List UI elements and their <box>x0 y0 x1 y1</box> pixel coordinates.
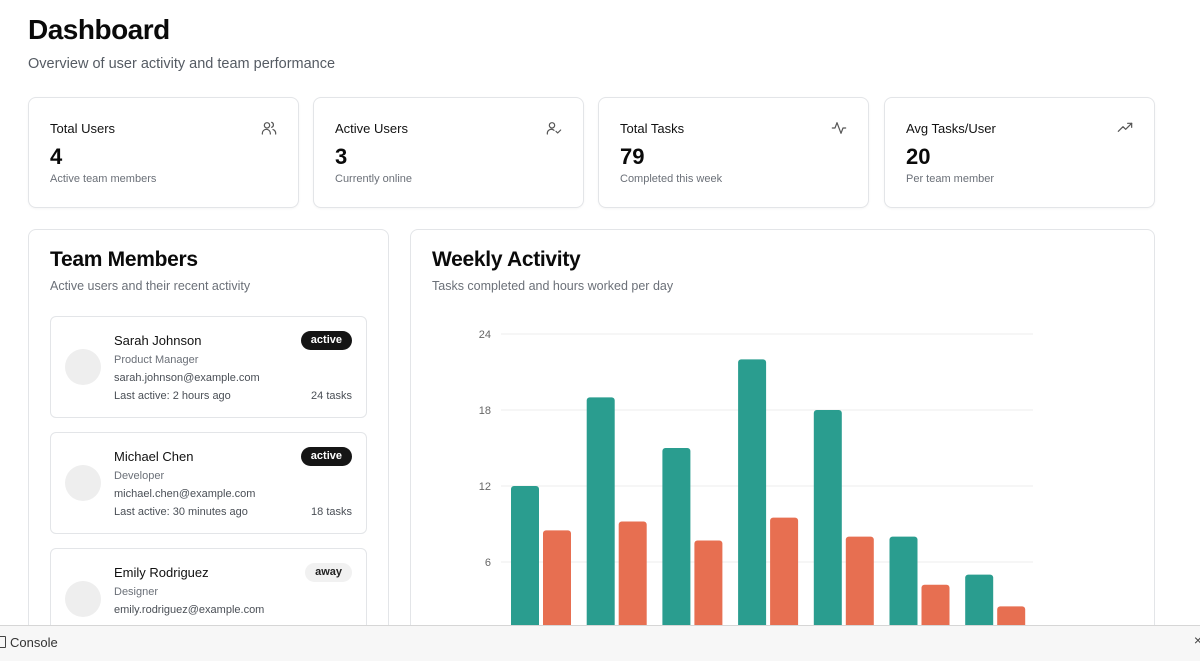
member-task-count: 18 tasks <box>311 506 352 518</box>
member-email: emily.rodriguez@example.com <box>114 604 265 616</box>
bar-series-1-day-3[interactable] <box>662 448 691 625</box>
bar-series-2-day-4[interactable] <box>770 517 799 625</box>
member-email: michael.chen@example.com <box>114 488 256 500</box>
avatar <box>65 465 101 501</box>
bar-series-2-day-5[interactable] <box>845 536 874 625</box>
stat-caption: Currently online <box>335 173 413 185</box>
stat-value: 20 <box>906 144 931 169</box>
close-icon[interactable]: × <box>1193 632 1200 648</box>
member-name: Michael Chen <box>114 449 194 464</box>
member-task-count: 24 tasks <box>311 390 352 402</box>
stat-value: 4 <box>50 144 63 169</box>
page-title: Dashboard <box>28 14 170 45</box>
bar-series-1-day-7[interactable] <box>965 574 994 625</box>
users-icon <box>261 121 277 135</box>
y-tick-label: 24 <box>479 329 491 341</box>
console-label[interactable]: Console <box>10 635 58 650</box>
member-email: sarah.johnson@example.com <box>114 372 260 384</box>
member-card-emily-rodriguez[interactable]: Emily Rodriguez Designer emily.rodriguez… <box>50 548 367 625</box>
member-card-michael-chen[interactable]: Michael Chen Developer michael.chen@exam… <box>50 432 367 534</box>
bar-series-2-day-1[interactable] <box>543 530 571 625</box>
bar-series-1-day-6[interactable] <box>889 536 918 625</box>
stat-value: 3 <box>335 144 348 169</box>
stat-title: Active Users <box>335 121 408 136</box>
stat-card-total-tasks: Total Tasks 79 Completed this week <box>598 97 869 208</box>
bar-series-2-day-2[interactable] <box>618 521 647 625</box>
page-subtitle: Overview of user activity and team perfo… <box>28 56 336 72</box>
y-tick-label: 12 <box>479 481 491 493</box>
member-name: Sarah Johnson <box>114 333 202 348</box>
member-last-active: Last active: 30 minutes ago <box>114 506 248 518</box>
member-card-sarah-johnson[interactable]: Sarah Johnson Product Manager sarah.john… <box>50 316 367 418</box>
bar-series-1-day-2[interactable] <box>586 397 615 625</box>
bar-series-1-day-4[interactable] <box>738 359 767 625</box>
stat-title: Total Users <box>50 121 116 136</box>
member-name: Emily Rodriguez <box>114 565 209 580</box>
member-role: Designer <box>114 586 159 598</box>
status-badge: active <box>300 447 352 466</box>
stat-card-active-users: Active Users 3 Currently online <box>313 97 584 208</box>
avatar <box>65 581 101 617</box>
weekly-activity-panel: Weekly Activity Tasks completed and hour… <box>410 229 1155 625</box>
console-bar[interactable]: Console × <box>0 625 1200 661</box>
stat-caption: Active team members <box>50 173 157 185</box>
y-tick-label: 6 <box>485 557 491 569</box>
bar-series-2-day-3[interactable] <box>694 540 723 625</box>
stat-card-avg-tasks: Avg Tasks/User 20 Per team member <box>884 97 1155 208</box>
status-badge: active <box>300 331 352 350</box>
member-role: Developer <box>114 470 165 482</box>
weekly-activity-chart: 6 12 18 24 <box>479 329 1033 625</box>
stat-value: 79 <box>620 144 645 169</box>
console-icon <box>0 636 6 648</box>
stat-title: Total Tasks <box>620 121 685 136</box>
bar-series-2-day-6[interactable] <box>921 584 950 625</box>
avatar <box>65 349 101 385</box>
team-members-subtitle: Active users and their recent activity <box>50 279 251 293</box>
stat-card-total-users: Total Users 4 Active team members <box>28 97 299 208</box>
stat-caption: Completed this week <box>620 173 723 185</box>
activity-icon <box>831 122 847 134</box>
trending-up-icon <box>1117 122 1133 132</box>
weekly-activity-title: Weekly Activity <box>432 248 581 271</box>
team-members-panel: Team Members Active users and their rece… <box>28 229 389 625</box>
bar-series-1-day-5[interactable] <box>813 410 842 625</box>
stat-title: Avg Tasks/User <box>906 121 996 136</box>
bar-series-1-day-1[interactable] <box>511 486 539 625</box>
weekly-activity-subtitle: Tasks completed and hours worked per day <box>432 279 674 293</box>
member-role: Product Manager <box>114 354 199 366</box>
team-members-title: Team Members <box>50 248 198 271</box>
status-badge: away <box>305 563 352 582</box>
member-last-active: Last active: 2 hours ago <box>114 390 231 402</box>
y-tick-label: 18 <box>479 405 491 417</box>
bar-series-2-day-7[interactable] <box>997 606 1026 625</box>
dashboard-page: Dashboard Overview of user activity and … <box>28 14 1155 625</box>
user-check-icon <box>546 122 562 135</box>
stat-caption: Per team member <box>906 173 995 185</box>
